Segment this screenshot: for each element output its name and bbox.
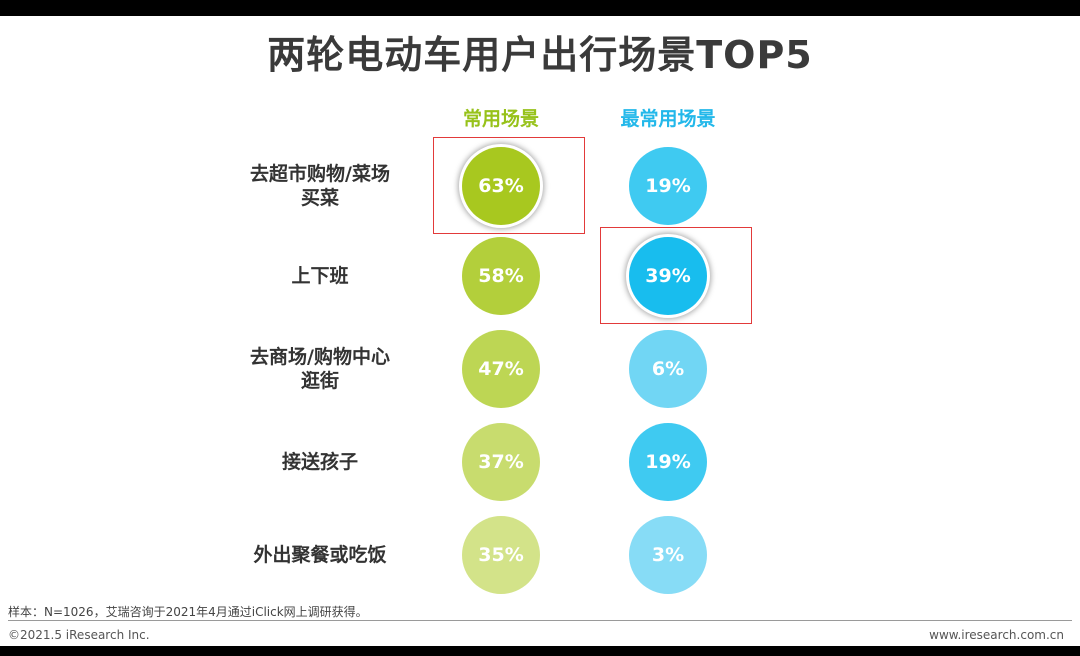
column-header-2: 最常用场景	[620, 108, 716, 130]
highlight-box	[600, 227, 752, 324]
value-bubble: 35%	[462, 516, 540, 594]
copyright-text: ©2021.5 iResearch Inc.	[8, 628, 150, 642]
sample-note: 样本：N=1026，艾瑞咨询于2021年4月通过iClick网上调研获得。	[8, 605, 368, 619]
value-bubble: 6%	[629, 330, 707, 408]
highlight-box	[433, 137, 585, 234]
chart-title: 两轮电动车用户出行场景TOP5	[267, 33, 813, 77]
row-label: 去超市购物/菜场 买菜	[250, 163, 390, 209]
footer-divider	[8, 620, 1072, 621]
top-black-bar	[0, 0, 1080, 16]
row-label: 外出聚餐或吃饭	[253, 544, 387, 566]
bottom-black-bar	[0, 646, 1080, 656]
value-bubble: 58%	[462, 237, 540, 315]
value-bubble: 39%	[629, 237, 707, 315]
value-bubble: 19%	[629, 423, 707, 501]
value-bubble: 37%	[462, 423, 540, 501]
value-bubble: 3%	[629, 516, 707, 594]
value-bubble: 63%	[462, 147, 540, 225]
row-label: 接送孩子	[281, 451, 358, 473]
column-header-1: 常用场景	[462, 108, 539, 130]
value-bubble: 19%	[629, 147, 707, 225]
website-text: www.iresearch.com.cn	[929, 628, 1064, 642]
row-label: 去商场/购物中心 逛街	[250, 346, 390, 392]
value-bubble: 47%	[462, 330, 540, 408]
row-label: 上下班	[291, 265, 349, 287]
